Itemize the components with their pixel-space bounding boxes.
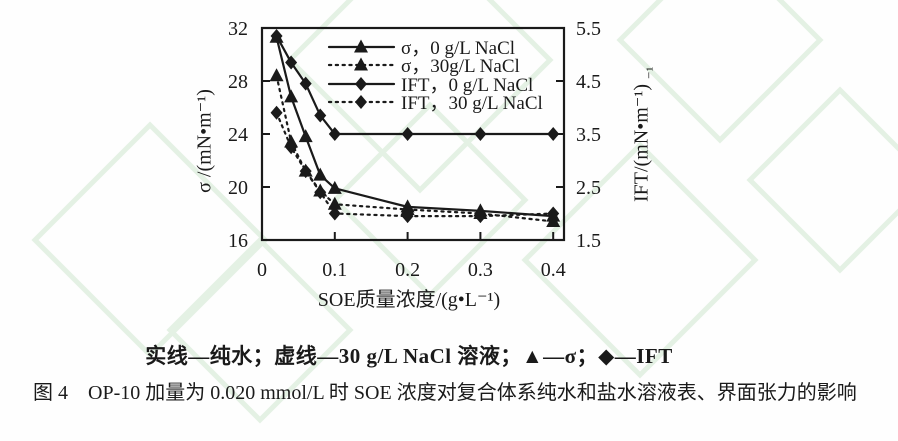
- x-axis-tick-label: 0.2: [395, 259, 420, 281]
- series-2-diamond-marker-icon: [299, 76, 312, 91]
- right-axis-tick-label: 1.5: [576, 230, 601, 252]
- series-1-triangle-marker-icon: [400, 202, 415, 216]
- right-axis-tick-label: 4.5: [576, 71, 601, 93]
- series-3-diamond-marker-icon: [270, 105, 283, 120]
- series-3-diamond-marker-icon: [314, 185, 327, 200]
- legend-label: IFT，30 g/L NaCl: [401, 93, 543, 114]
- left-axis-tick-label: 32: [228, 18, 248, 40]
- left-y-axis-label: σ /(mN•m⁻¹): [193, 89, 216, 193]
- watermark-diamond: [166, 236, 354, 424]
- watermark-diamond: [746, 86, 898, 274]
- watermark-diamond: [286, 0, 554, 194]
- right-y-axis-label: IFT/(mN•m⁻¹): [630, 84, 653, 202]
- x-axis-label: SOE质量浓度/(g•L⁻¹): [317, 289, 501, 311]
- legend-label: IFT，0 g/L NaCl: [401, 75, 533, 96]
- series-2-diamond-marker-icon: [285, 55, 298, 70]
- series-3-diamond-marker-icon: [299, 164, 312, 179]
- legend-diamond-icon: [355, 77, 367, 91]
- figure-caption: 图 4 OP-10 加量为 0.020 mmol/L 时 SOE 浓度对复合体系…: [33, 382, 857, 404]
- legend-diamond-icon: [355, 95, 367, 109]
- left-axis-tick-label: 28: [228, 71, 248, 93]
- series-3-diamond-marker-icon: [328, 206, 341, 221]
- series-3-diamond-marker-icon: [401, 209, 414, 224]
- series-1-triangle-marker-icon: [269, 68, 284, 82]
- watermark-diamond: [31, 121, 269, 359]
- watermark-diamond: [616, 0, 824, 144]
- watermark-diamond: [331, 101, 529, 299]
- x-axis-tick-label: 0: [257, 259, 267, 281]
- legend-triangle-icon: [354, 57, 368, 71]
- series-line-0: [275, 36, 555, 218]
- series-line-1: [275, 74, 555, 223]
- left-axis-tick-label: 16: [228, 230, 248, 252]
- right-axis-tick-label: 5.5: [576, 18, 601, 40]
- series-2-diamond-marker-icon: [474, 127, 487, 141]
- legend-triangle-icon: [354, 39, 368, 53]
- x-axis-tick-label: 0.1: [322, 259, 347, 281]
- series-2-diamond-marker-icon: [314, 108, 327, 123]
- series-3-diamond-marker-icon: [285, 140, 298, 155]
- series-0-triangle-marker-icon: [298, 129, 313, 143]
- series-3-diamond-marker-icon: [547, 206, 560, 221]
- series-2-diamond-marker-icon: [328, 127, 341, 141]
- series-3-diamond-marker-icon: [474, 209, 487, 224]
- legend-label: σ，30g/L NaCl: [401, 56, 520, 77]
- legend-label: σ，0 g/L NaCl: [401, 38, 515, 59]
- left-axis-tick-label: 24: [228, 124, 248, 146]
- series-line-3: [275, 111, 555, 218]
- left-axis-tick-label: 20: [228, 177, 248, 199]
- series-2-diamond-marker-icon: [270, 28, 283, 43]
- right-axis-tick-label: 2.5: [576, 177, 601, 199]
- series-2-diamond-marker-icon: [547, 127, 560, 141]
- x-axis-tick-label: 0.3: [468, 259, 493, 281]
- series-0-triangle-marker-icon: [313, 167, 328, 181]
- series-0-triangle-marker-icon: [327, 180, 342, 194]
- right-axis-tick-label: 3.5: [576, 124, 601, 146]
- figure-legend-note: 实线—纯水；虚线—30 g/L NaCl 溶液；▲—σ；◆—IFT: [145, 344, 673, 368]
- right-y-axis-superscript-artifact: ⁻¹: [644, 66, 661, 80]
- x-axis-tick-label: 0.4: [541, 259, 566, 281]
- series-2-diamond-marker-icon: [401, 127, 414, 141]
- series-0-triangle-marker-icon: [284, 89, 299, 103]
